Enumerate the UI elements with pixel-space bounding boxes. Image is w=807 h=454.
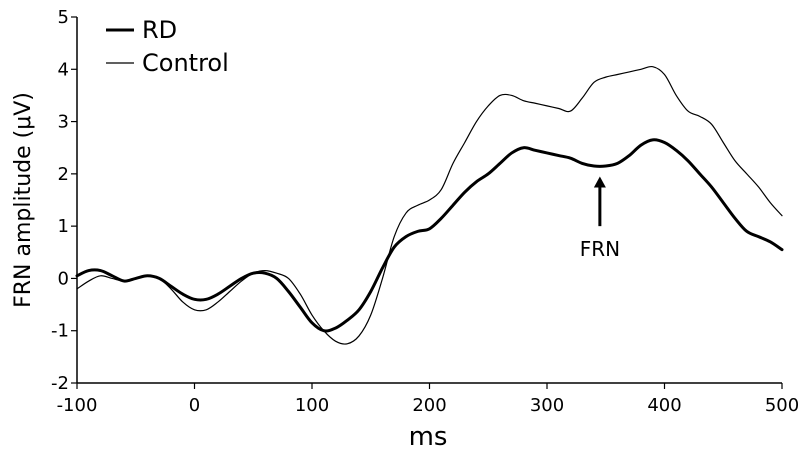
x-tick-label: 100 — [295, 395, 329, 416]
y-tick-label: 1 — [58, 216, 69, 237]
y-tick-label: -1 — [51, 321, 69, 342]
annotation-layer: FRN — [580, 176, 620, 261]
x-axis-title: ms — [409, 422, 448, 452]
series-line-control — [76, 65, 783, 345]
y-tick-label: 0 — [58, 268, 69, 289]
x-tick-label: 200 — [412, 395, 446, 416]
y-ticks: -2 -1 0 1 2 3 4 5 — [51, 7, 77, 394]
legend-label-rd: RD — [142, 16, 177, 44]
y-tick-label: 5 — [58, 7, 69, 28]
annotation-arrow-head — [593, 176, 606, 188]
y-tick-label: 4 — [58, 59, 69, 80]
y-tick-label: -2 — [51, 373, 69, 394]
y-axis-title: FRN amplitude (μV) — [11, 92, 36, 308]
x-tick-label: 500 — [765, 395, 799, 416]
series-line-rd — [75, 138, 784, 333]
axes: -100 0 100 200 300 400 500 -2 -1 0 1 2 3 4 5 — [51, 7, 799, 416]
annotation-label: FRN — [580, 237, 620, 261]
y-tick-label: 3 — [58, 112, 69, 133]
x-tick-label: -100 — [57, 395, 98, 416]
x-tick-label: 300 — [530, 395, 564, 416]
x-ticks: -100 0 100 200 300 400 500 — [57, 383, 799, 416]
y-tick-label: 2 — [58, 164, 69, 185]
legend: RD Control — [106, 16, 229, 77]
x-tick-label: 400 — [647, 395, 681, 416]
legend-label-control: Control — [142, 49, 229, 77]
series-layer — [75, 65, 784, 345]
x-tick-label: 0 — [189, 395, 200, 416]
